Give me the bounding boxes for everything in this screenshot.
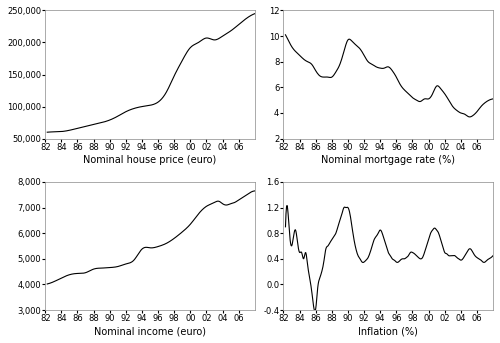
X-axis label: Inflation (%): Inflation (%)	[358, 326, 418, 336]
X-axis label: Nominal mortgage rate (%): Nominal mortgage rate (%)	[322, 155, 456, 165]
X-axis label: Nominal income (euro): Nominal income (euro)	[94, 326, 206, 336]
X-axis label: Nominal house price (euro): Nominal house price (euro)	[84, 155, 216, 165]
